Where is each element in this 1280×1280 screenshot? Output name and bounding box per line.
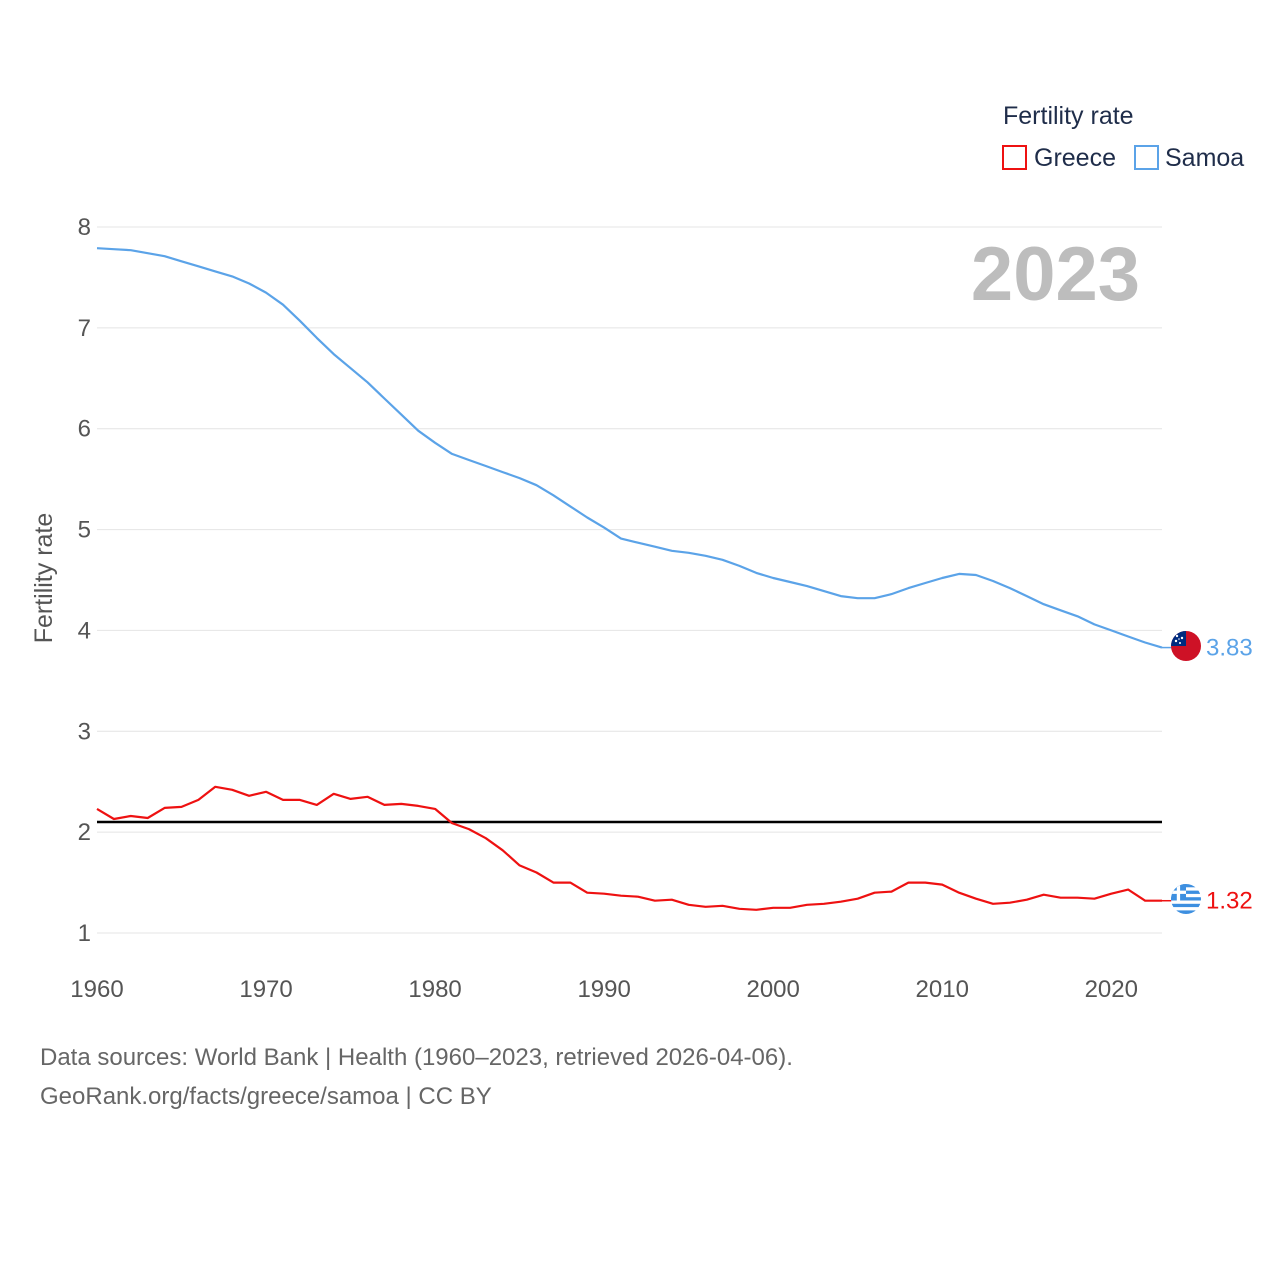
y-tick-label-4: 4 xyxy=(78,617,91,644)
legend-label-samoa: Samoa xyxy=(1165,144,1244,172)
legend: Fertility rate Greece Samoa xyxy=(1002,102,1244,172)
end-label-samoa: 3.83 xyxy=(1206,635,1253,662)
y-tick-label-8: 8 xyxy=(78,214,91,241)
y-axis-ticks: 1 2 3 4 5 6 7 8 xyxy=(78,214,91,947)
gridlines xyxy=(97,226,1162,934)
y-tick-label-2: 2 xyxy=(78,819,91,846)
greece-flag-icon xyxy=(1171,884,1201,914)
series-line-greece xyxy=(96,785,1162,911)
y-tick-label-3: 3 xyxy=(78,718,91,745)
y-tick-label-1: 1 xyxy=(78,920,91,947)
end-label-greece: 1.32 xyxy=(1206,888,1253,915)
footer-attribution: GeoRank.org/facts/greece/samoa | CC BY xyxy=(40,1083,492,1110)
legend-item-greece[interactable]: Greece xyxy=(1002,144,1116,172)
x-tick-label-1990: 1990 xyxy=(577,976,630,1003)
footer-source: Data sources: World Bank | Health (1960–… xyxy=(40,1044,793,1071)
y-tick-label-5: 5 xyxy=(78,517,91,544)
year-watermark: 2023 xyxy=(971,232,1140,317)
x-tick-label-1980: 1980 xyxy=(408,976,461,1003)
series-line-samoa xyxy=(96,247,1163,649)
legend-title: Fertility rate xyxy=(1003,102,1134,130)
y-tick-label-7: 7 xyxy=(78,315,91,342)
x-tick-label-1960: 1960 xyxy=(70,976,123,1003)
legend-item-samoa[interactable]: Samoa xyxy=(1134,144,1244,172)
fertility-rate-chart: 1 2 3 4 5 6 7 8 1960 1970 1980 1990 2000 2010 2020 1.… xyxy=(30,102,1253,1003)
x-tick-label-1970: 1970 xyxy=(239,976,292,1003)
end-labels: 1.32 3.83 xyxy=(1206,635,1253,915)
x-tick-label-2010: 2010 xyxy=(916,976,969,1003)
y-axis-title: Fertility rate xyxy=(30,513,58,644)
series-lines xyxy=(96,247,1172,911)
samoa-flag-icon xyxy=(1171,631,1201,661)
x-tick-label-2020: 2020 xyxy=(1085,976,1138,1003)
legend-swatch-samoa xyxy=(1134,145,1159,170)
legend-label-greece: Greece xyxy=(1034,144,1116,172)
x-tick-label-2000: 2000 xyxy=(746,976,799,1003)
legend-swatch-greece xyxy=(1002,145,1027,170)
y-tick-label-6: 6 xyxy=(78,416,91,443)
x-axis-ticks: 1960 1970 1980 1990 2000 2010 2020 xyxy=(70,976,1138,1003)
